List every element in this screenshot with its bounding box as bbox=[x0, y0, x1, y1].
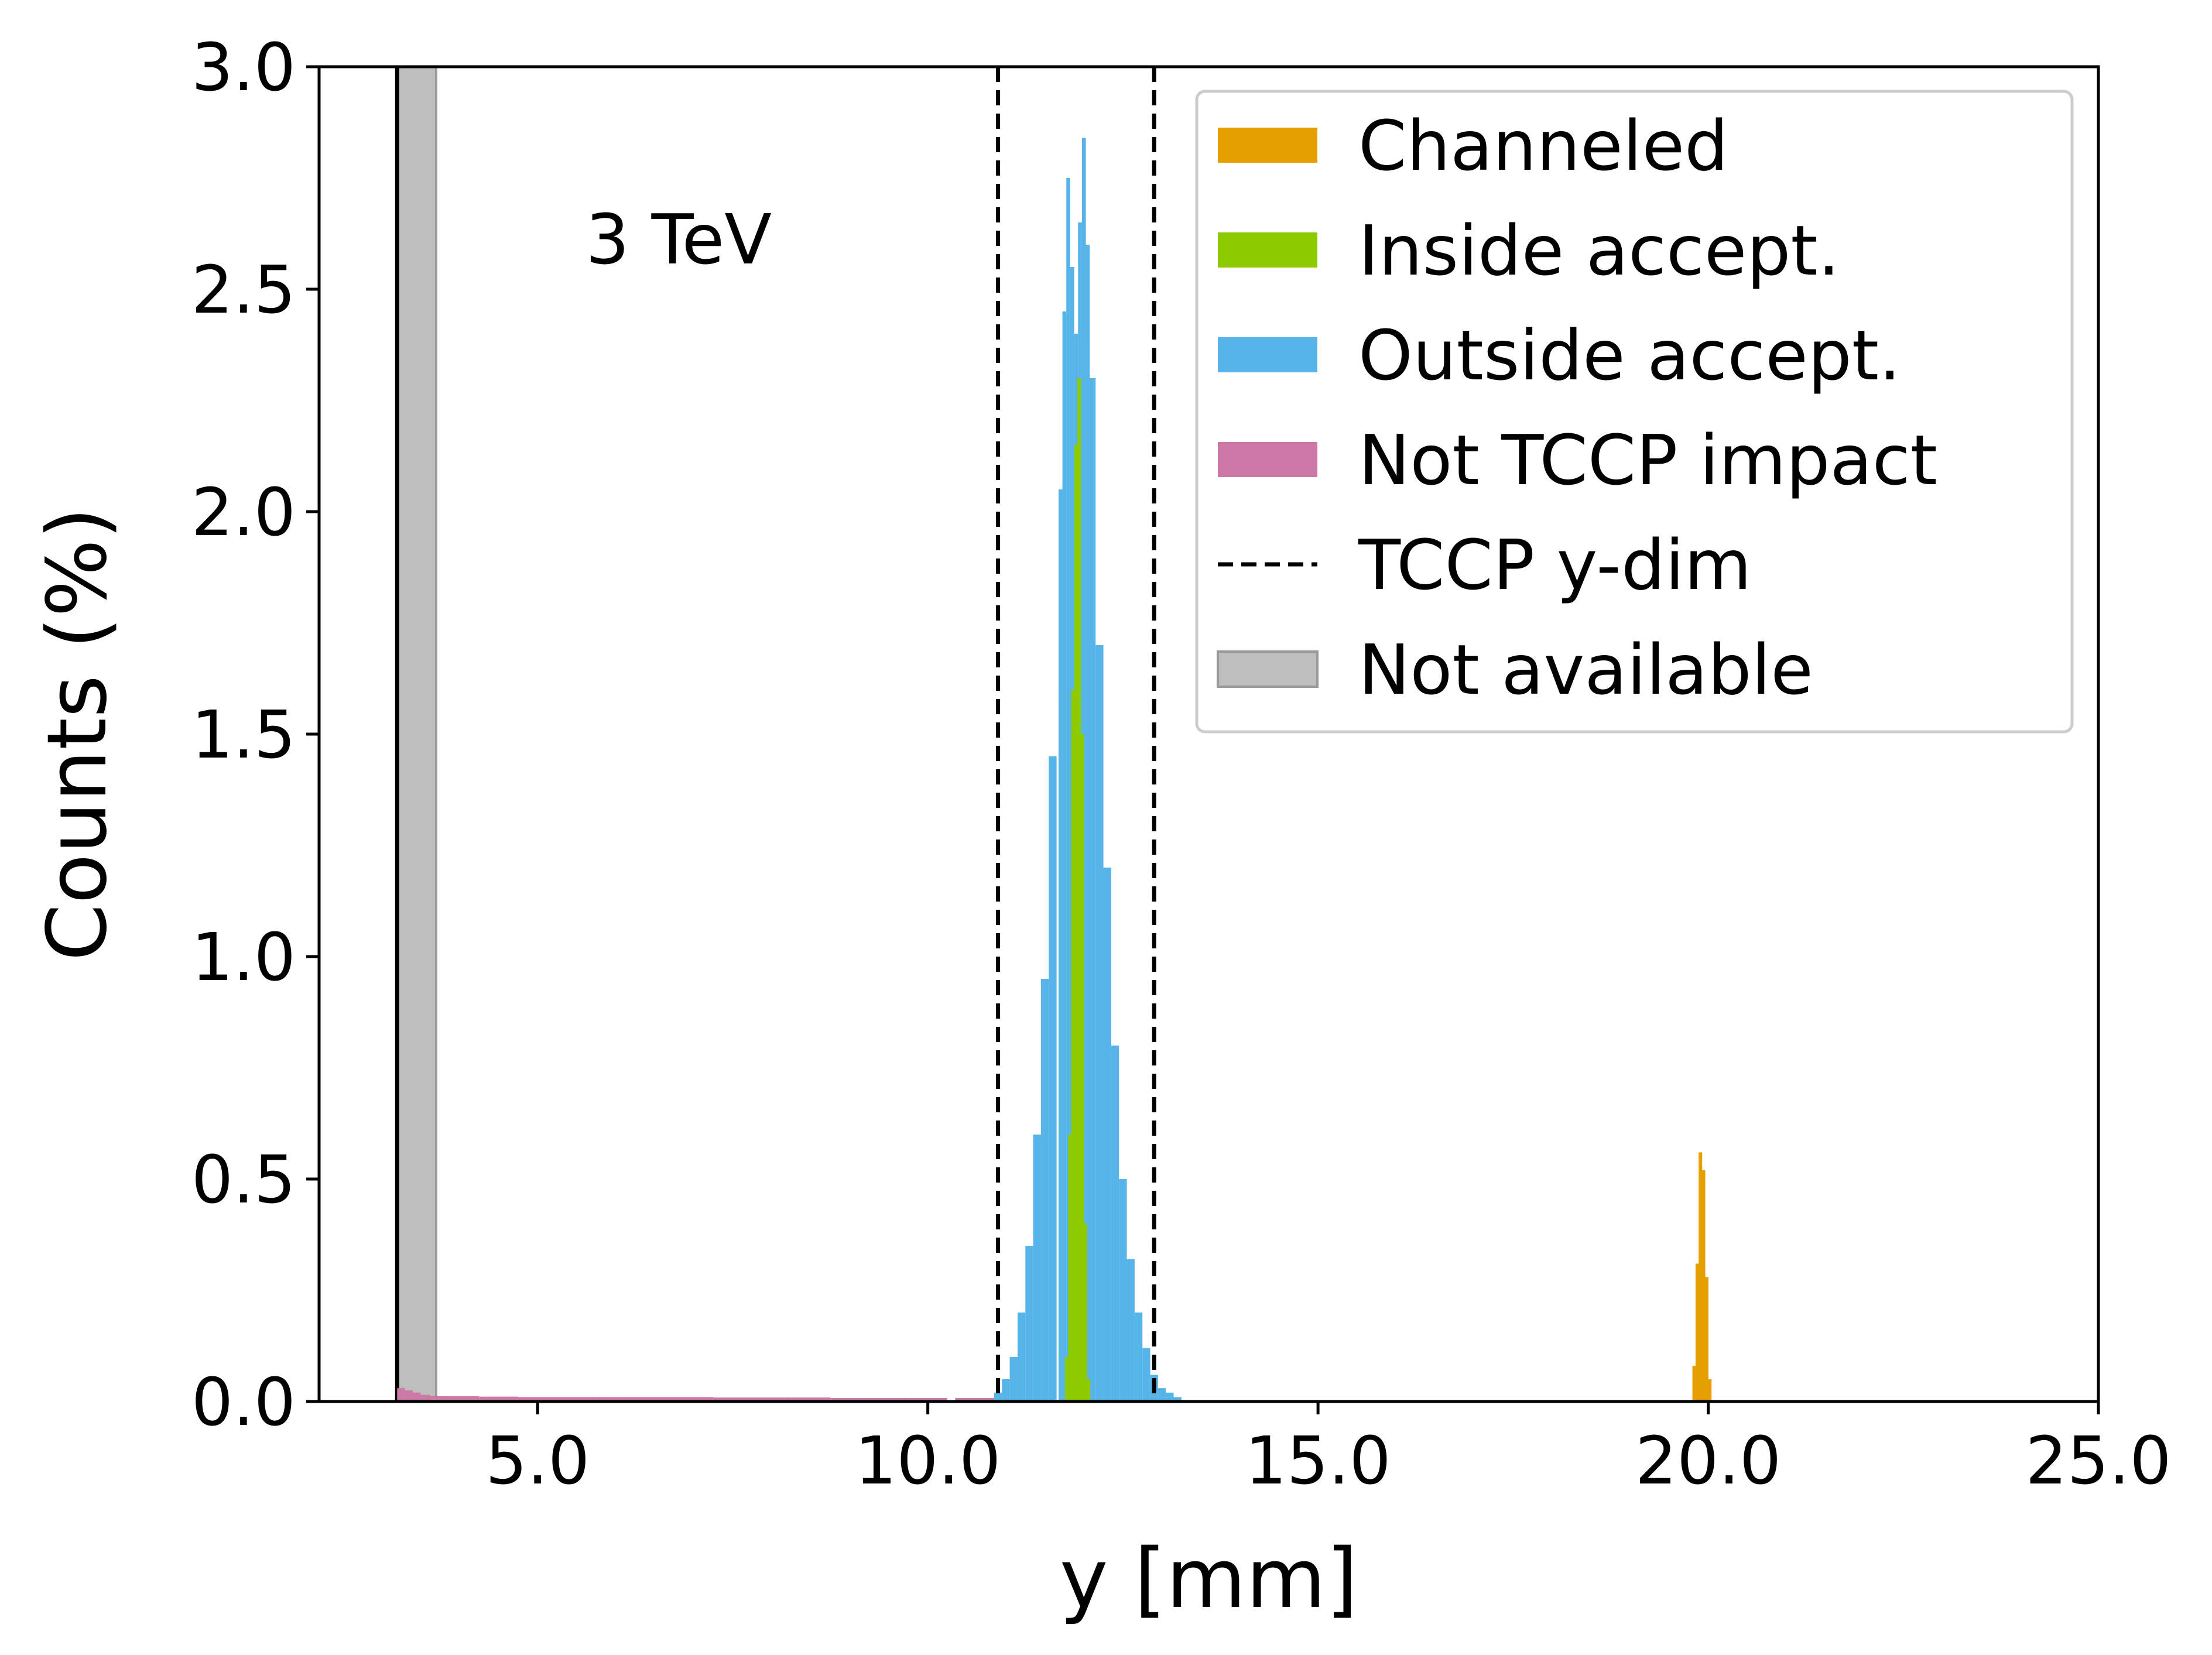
outside-accept-bar bbox=[1025, 1246, 1033, 1402]
not-tccp-impact-bar bbox=[869, 1397, 909, 1402]
outside-accept-bar bbox=[1111, 1046, 1119, 1402]
y-tick-label: 0.5 bbox=[191, 1142, 296, 1218]
legend-label-not-tccp-impact: Not TCCP impact bbox=[1358, 420, 1937, 501]
not-tccp-impact-bar bbox=[955, 1397, 979, 1402]
legend: Channeled Inside accept. Outside accept. No… bbox=[1195, 90, 2074, 734]
outside-accept-bar bbox=[1126, 1259, 1135, 1402]
not-tccp-impact-bar bbox=[635, 1397, 674, 1402]
outside-accept-bar bbox=[1049, 756, 1057, 1402]
not-tccp-impact-bar bbox=[596, 1397, 635, 1402]
not-available-band bbox=[395, 66, 437, 1403]
legend-label-not-available: Not available bbox=[1358, 629, 1813, 710]
tccp-y-dim-lines bbox=[996, 67, 1156, 1402]
inside-accept-bar bbox=[1071, 690, 1075, 1402]
legend-label-tccp-y-dim: TCCP y-dim bbox=[1358, 525, 1752, 605]
x-tick-label: 20.0 bbox=[1635, 1423, 1781, 1499]
outside-accept-bar bbox=[1119, 1179, 1127, 1402]
legend-label-inside-accept: Inside accept. bbox=[1358, 210, 1840, 291]
outside-accept-bar bbox=[1142, 1348, 1150, 1402]
not-tccp-impact-bar bbox=[397, 1388, 405, 1402]
outside-accept-bar bbox=[1134, 1313, 1143, 1402]
channeled-bar bbox=[1704, 1277, 1708, 1402]
not-tccp-impact-bar bbox=[557, 1397, 597, 1402]
not-tccp-impact-bar bbox=[405, 1390, 413, 1402]
not-tccp-impact-bar bbox=[830, 1397, 869, 1402]
y-tick-label: 1.0 bbox=[191, 920, 296, 996]
outside-accept-bar bbox=[1066, 178, 1070, 1402]
outside-accept-bar bbox=[1033, 1135, 1041, 1402]
not-tccp-impact-bars bbox=[397, 1388, 1002, 1402]
legend-swatch-outside-accept bbox=[1218, 337, 1317, 372]
inside-accept-bar bbox=[1077, 378, 1081, 1402]
inside-accept-bar bbox=[1087, 1379, 1091, 1402]
not-available-region bbox=[396, 66, 437, 1403]
y-tick-label: 2.5 bbox=[191, 252, 296, 328]
outside-accept-bar bbox=[1095, 645, 1104, 1402]
channeled-bar bbox=[1699, 1152, 1703, 1402]
legend-swatch-not-tccp-impact bbox=[1218, 442, 1317, 477]
inside-accept-bar bbox=[1064, 1357, 1069, 1402]
not-tccp-impact-bar bbox=[713, 1397, 752, 1402]
y-axis-ticks: 0.0 0.5 1.0 1.5 2.0 2.5 3.0 bbox=[191, 30, 319, 1441]
not-tccp-impact-bar bbox=[978, 1397, 1002, 1402]
not-tccp-impact-bar bbox=[674, 1397, 714, 1402]
outside-accept-bar bbox=[1103, 868, 1111, 1402]
channeled-bars bbox=[1692, 1152, 1712, 1402]
channeled-bar bbox=[1701, 1170, 1706, 1402]
outside-accept-bar bbox=[1058, 489, 1063, 1402]
x-tick-label: 10.0 bbox=[855, 1423, 1001, 1499]
legend-box bbox=[1195, 90, 2074, 734]
x-tick-label: 15.0 bbox=[1245, 1423, 1391, 1499]
outside-accept-bar bbox=[1166, 1392, 1174, 1402]
outside-accept-bar bbox=[1158, 1388, 1166, 1402]
not-tccp-impact-bar bbox=[908, 1397, 947, 1402]
not-tccp-impact-bar bbox=[518, 1397, 557, 1402]
outside-accept-bar bbox=[1002, 1379, 1010, 1402]
not-tccp-impact-bar bbox=[479, 1396, 518, 1402]
legend-label-outside-accept: Outside accept. bbox=[1358, 315, 1901, 396]
not-tccp-impact-bar bbox=[752, 1397, 792, 1402]
inside-accept-bar bbox=[1074, 445, 1078, 1402]
not-tccp-impact-bar bbox=[440, 1396, 480, 1402]
y-tick-label: 3.0 bbox=[191, 30, 296, 106]
outside-accept-bar bbox=[1173, 1397, 1182, 1402]
legend-swatch-channeled bbox=[1218, 128, 1317, 163]
outside-accept-bar bbox=[994, 1392, 1002, 1402]
plot-area: 5.0 10.0 15.0 20.0 25.0 0.0 0.5 1.0 1.5 2.0 2.5 3.… bbox=[191, 30, 2172, 1499]
legend-items: Channeled Inside accept. Outside accept. No… bbox=[1217, 105, 1937, 710]
legend-label-channeled: Channeled bbox=[1358, 105, 1728, 186]
outside-accept-bar bbox=[1017, 1313, 1026, 1402]
outside-accept-bar bbox=[1087, 378, 1096, 1402]
y-axis-label: Counts (%) bbox=[30, 507, 125, 961]
x-axis-ticks: 5.0 10.0 15.0 20.0 25.0 bbox=[485, 1402, 2172, 1499]
inside-accept-bar bbox=[1083, 1224, 1087, 1402]
channeled-bar bbox=[1695, 1263, 1699, 1402]
channeled-bar bbox=[1708, 1379, 1712, 1402]
outside-accept-bar bbox=[1040, 979, 1049, 1402]
outside-accept-bar bbox=[1062, 311, 1067, 1402]
not-tccp-impact-bar bbox=[791, 1397, 831, 1402]
inside-accept-bar bbox=[1080, 734, 1084, 1402]
x-tick-label: 25.0 bbox=[2025, 1423, 2171, 1499]
legend-swatch-not-available bbox=[1217, 650, 1319, 688]
energy-annotation: 3 TeV bbox=[585, 199, 772, 280]
not-tccp-impact-bar bbox=[424, 1396, 448, 1402]
inside-accept-bar bbox=[1068, 1135, 1072, 1402]
legend-swatch-inside-accept bbox=[1218, 232, 1317, 268]
x-tick-label: 5.0 bbox=[485, 1423, 590, 1499]
x-axis-label: y [mm] bbox=[1060, 1531, 1358, 1627]
y-tick-label: 1.5 bbox=[191, 697, 296, 773]
y-tick-label: 0.0 bbox=[191, 1365, 296, 1441]
y-tick-label: 2.0 bbox=[191, 475, 296, 551]
channeled-bar bbox=[1692, 1366, 1696, 1402]
outside-accept-bar bbox=[1009, 1357, 1018, 1402]
inside-accept-bars bbox=[1064, 378, 1091, 1402]
